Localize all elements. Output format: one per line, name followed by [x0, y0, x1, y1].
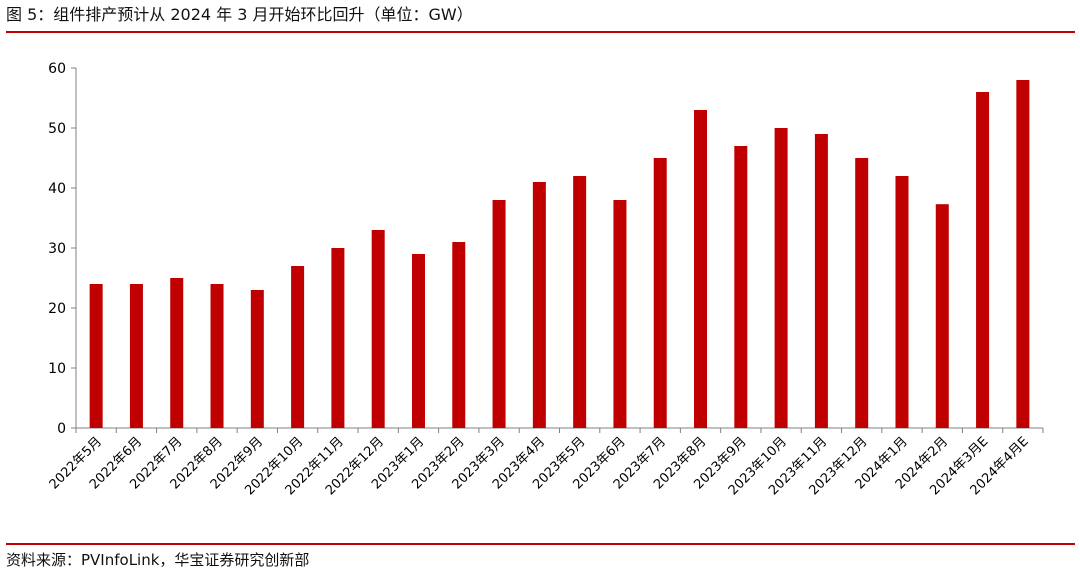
- bar: [895, 176, 909, 428]
- bar: [291, 266, 305, 428]
- bar: [855, 158, 869, 428]
- bar: [331, 248, 345, 428]
- bar: [170, 278, 184, 428]
- bar: [1016, 80, 1030, 428]
- bar: [411, 254, 425, 428]
- bar: [89, 284, 103, 428]
- y-tick-label: 30: [48, 241, 66, 257]
- y-tick-label: 0: [57, 421, 66, 437]
- y-tick-label: 20: [48, 301, 66, 317]
- bar: [532, 182, 546, 428]
- y-tick-label: 40: [48, 181, 66, 197]
- figure-title: 图 5：组件排产预计从 2024 年 3 月开始环比回升（单位：GW）: [6, 5, 473, 24]
- bar: [613, 200, 627, 428]
- title-divider: [6, 31, 1075, 33]
- bar: [814, 134, 828, 428]
- y-tick-label: 10: [48, 361, 66, 377]
- bar: [653, 158, 667, 428]
- bar: [371, 230, 385, 428]
- bar: [734, 146, 748, 428]
- bar: [935, 204, 949, 428]
- bar: [452, 242, 466, 428]
- bar: [694, 110, 708, 428]
- footer-divider: [6, 543, 1075, 545]
- y-tick-label: 50: [48, 121, 66, 137]
- bar: [492, 200, 506, 428]
- bar: [573, 176, 587, 428]
- bar: [976, 92, 990, 428]
- bar: [129, 284, 143, 428]
- bar: [250, 290, 264, 428]
- source-note: 资料来源：PVInfoLink，华宝证券研究创新部: [6, 551, 310, 569]
- bar: [210, 284, 224, 428]
- y-tick-label: 60: [48, 61, 66, 77]
- bar: [774, 128, 788, 428]
- bar-chart: 01020304050602022年5月2022年6月2022年7月2022年8…: [47, 61, 1044, 498]
